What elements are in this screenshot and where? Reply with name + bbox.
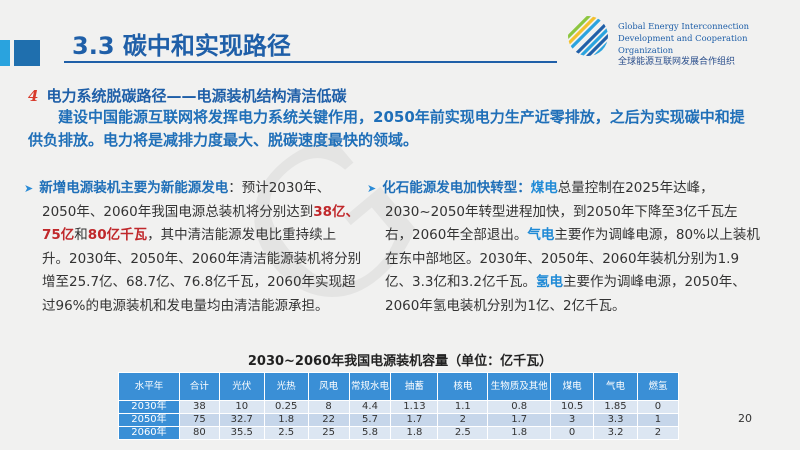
- arrow-bullet-icon: ➤: [24, 182, 34, 195]
- table-cell: 8: [307, 400, 350, 414]
- table-cell: 5.7: [348, 413, 392, 427]
- table-cell: 3.2: [593, 426, 638, 440]
- section-subtitle: 4 电力系统脱碳路径——电源装机结构清洁低碳: [28, 85, 346, 106]
- bullet-text: 总量控制在2025年达峰，2030~2050年转型进程加快，到2050年下降至3…: [385, 180, 738, 243]
- separator: 和: [74, 227, 88, 243]
- table-cell: 3: [550, 413, 595, 427]
- bullet-heading: 新增电源装机主要为新能源发电: [39, 180, 229, 196]
- keyword-coal: 煤电: [530, 180, 558, 196]
- bullet-text: 主要作为调峰电源，2050年、2060年氢电装机分别为1亿、2亿千瓦。: [385, 274, 746, 314]
- column-header: 光伏: [218, 372, 265, 401]
- left-bullet: ➤ 新增电源装机主要为新能源发电：预计2030年、2050年、2060年我国电源总…: [24, 177, 362, 318]
- bullet-text: ：预计2030年、2050年、2060年我国电源总装机将分别达到: [42, 180, 331, 220]
- table-cell: 32.7: [218, 413, 265, 427]
- table-cell: 0: [550, 426, 595, 440]
- table-row: 2030年 38 10 0.25 8 4.4 1.13 1.1 0.8 10.5 1.85 0: [118, 400, 680, 414]
- table-cell: 5.8: [348, 426, 392, 440]
- table-cell: 3.3: [593, 413, 638, 427]
- capacity-table: 水平年 合计 光伏 光热 风电 常规水电 抽蓄 核电 生物质及其他 煤电 气电 燃氢 2030年 38 10…: [118, 372, 680, 440]
- table-cell: 25: [307, 426, 350, 440]
- arrow-bullet-icon: ➤: [367, 182, 377, 195]
- section-number: 4: [28, 87, 39, 105]
- logo-cn: 全球能源互联网发展合作组织: [618, 57, 736, 67]
- table-cell: 2: [437, 413, 489, 427]
- column-header: 燃氢: [636, 372, 680, 401]
- column-header: 水平年: [118, 372, 180, 401]
- organization-logo-text: Global Energy Interconnection Developmen…: [618, 20, 800, 68]
- title-divider: [64, 61, 557, 63]
- table-cell: 1.1: [437, 400, 489, 414]
- column-header: 生物质及其他: [487, 372, 552, 401]
- title-decoration: [14, 40, 40, 66]
- bullet-heading: 化石能源发电加快转型：: [382, 180, 531, 196]
- table-cell: 10.5: [550, 400, 595, 414]
- table-cell: 1.8: [487, 426, 552, 440]
- bullet-text: ，其中清洁能源发电比重持续上升。2030年、2050年、2060年清洁能源装机将…: [42, 227, 362, 314]
- table-cell: 35.5: [218, 426, 265, 440]
- table-cell: 22: [307, 413, 350, 427]
- column-header: 合计: [178, 372, 220, 401]
- table-cell: 1: [636, 413, 680, 427]
- geidco-logo-icon: [568, 16, 608, 56]
- logo-en-line2: Development and Cooperation Organization: [618, 33, 748, 55]
- row-year: 2030年: [118, 400, 180, 414]
- column-header: 光热: [263, 372, 309, 401]
- table-row: 2050年 75 32.7 1.8 22 5.7 1.7 2 1.7 3 3.3 1: [118, 413, 680, 427]
- keyword-hydrogen: 氢电: [535, 274, 563, 290]
- column-header: 抽蓄: [390, 372, 439, 401]
- lead-paragraph: 建设中国能源互联网将发挥电力系统关键作用，2050年前实现电力生产近零排放，之后…: [28, 108, 745, 149]
- table-cell: 80: [178, 426, 220, 440]
- table-cell: 2.5: [263, 426, 309, 440]
- table-cell: 1.8: [263, 413, 309, 427]
- table-cell: 1.8: [390, 426, 439, 440]
- page-number: 20: [738, 412, 752, 425]
- row-year: 2060年: [118, 426, 180, 440]
- table-cell: 0.8: [487, 400, 552, 414]
- table-cell: 1.7: [487, 413, 552, 427]
- separator: 、: [345, 203, 360, 220]
- title-decoration: [0, 40, 10, 66]
- keyword-gas: 气电: [527, 227, 555, 243]
- subtitle-text: 电力系统脱碳路径——电源装机结构清洁低碳: [46, 87, 347, 105]
- highlight-value: 38亿: [313, 203, 346, 220]
- table-cell: 2.5: [437, 426, 489, 440]
- table-cell: 75: [178, 413, 220, 427]
- table-cell: 0.25: [263, 400, 309, 414]
- column-header: 煤电: [550, 372, 595, 401]
- column-header: 常规水电: [348, 372, 392, 401]
- bullet-text: 主要作为调峰电源，80%以上装机在东中部地区。2030年、2050年、2060年…: [385, 227, 760, 290]
- logo-en-line1: Global Energy Interconnection: [618, 21, 750, 31]
- column-header: 气电: [593, 372, 638, 401]
- table-row: 2060年 80 35.5 2.5 25 5.8 1.8 2.5 1.8 0 3.2 2: [118, 426, 680, 440]
- table-cell: 38: [178, 400, 220, 414]
- right-bullet: ➤ 化石能源发电加快转型：煤电总量控制在2025年达峰，2030~2050年转型进…: [367, 177, 761, 318]
- row-year: 2050年: [118, 413, 180, 427]
- page-title: 3.3 碳中和实现路径: [72, 32, 291, 60]
- highlight-value: 80亿千瓦: [87, 227, 148, 243]
- table-cell: 1.85: [593, 400, 638, 414]
- column-header: 风电: [307, 372, 350, 401]
- table-cell: 2: [636, 426, 680, 440]
- table-cell: 4.4: [348, 400, 392, 414]
- table-cell: 1.13: [390, 400, 439, 414]
- highlight-value: 75亿: [42, 227, 75, 243]
- column-header: 核电: [437, 372, 489, 401]
- table-cell: 1.7: [390, 413, 439, 427]
- table-cell: 10: [218, 400, 265, 414]
- table-title: 2030~2060年我国电源装机容量（单位：亿千瓦）: [247, 354, 553, 369]
- table-cell: 0: [636, 400, 680, 414]
